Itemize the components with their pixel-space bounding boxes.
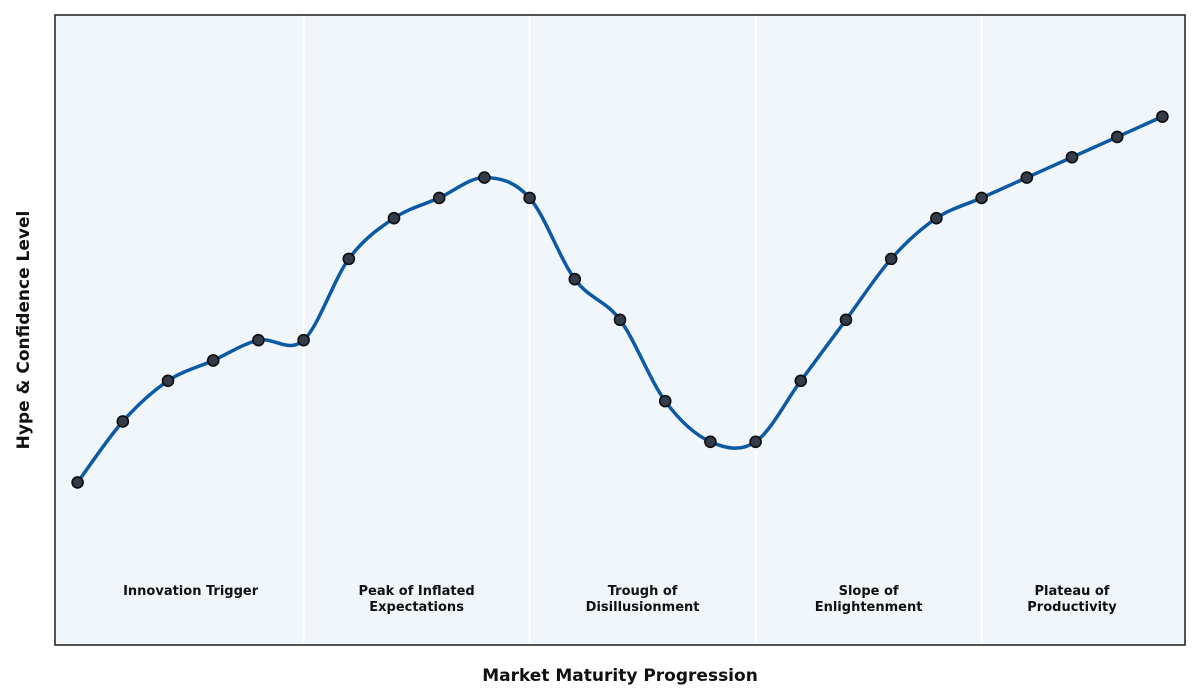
data-point: [523, 191, 536, 205]
data-point: [342, 252, 356, 266]
phase-label: Slope of Enlightenment: [815, 584, 923, 615]
data-point: [975, 191, 988, 205]
phase-label-line: Innovation Trigger: [123, 584, 259, 599]
x-axis-title: Market Maturity Progression: [482, 666, 758, 686]
data-point: [749, 435, 762, 449]
phase-dividers: [302, 15, 983, 645]
data-point: [930, 211, 943, 225]
data-point: [1065, 150, 1079, 164]
phase-label-line: Slope of: [839, 584, 899, 599]
phase-label-line: Plateau of: [1035, 584, 1110, 599]
data-point: [568, 272, 582, 286]
data-point: [116, 415, 130, 428]
phase-label: Peak of Inflated Expectations: [358, 584, 474, 615]
phase-label-line: Expectations: [369, 600, 464, 615]
data-point: [432, 191, 446, 205]
data-point: [71, 476, 84, 489]
data-point: [252, 333, 265, 347]
y-axis-title: Hype & Confidence Level: [14, 211, 34, 450]
phase-label: Trough of Disillusionment: [586, 584, 700, 615]
data-point: [161, 374, 175, 388]
data-point: [1020, 171, 1034, 184]
data-point: [839, 313, 853, 327]
data-point: [613, 313, 627, 327]
data-point: [884, 252, 898, 266]
data-point: [658, 394, 672, 408]
data-points: [71, 110, 1169, 489]
phase-label: Plateau of Productivity: [1027, 584, 1117, 615]
phase-label: Innovation Trigger: [123, 584, 259, 599]
data-point: [478, 171, 491, 184]
data-point: [297, 333, 310, 347]
data-point: [794, 374, 808, 388]
phase-label-line: Enlightenment: [815, 600, 923, 615]
phase-label-line: Productivity: [1027, 600, 1117, 615]
plot-frame: [54, 14, 1186, 646]
phase-label-line: Peak of Inflated: [358, 584, 474, 599]
data-point: [1156, 110, 1169, 123]
data-point: [1110, 130, 1124, 144]
data-point: [704, 435, 717, 449]
phase-label-line: Disillusionment: [586, 600, 700, 615]
phase-labels: Innovation Trigger Peak of Inflated Expect…: [123, 584, 1117, 615]
plot-background: [55, 15, 1185, 645]
data-point: [206, 354, 220, 367]
data-point: [387, 211, 401, 225]
phase-label-line: Trough of: [608, 584, 678, 599]
